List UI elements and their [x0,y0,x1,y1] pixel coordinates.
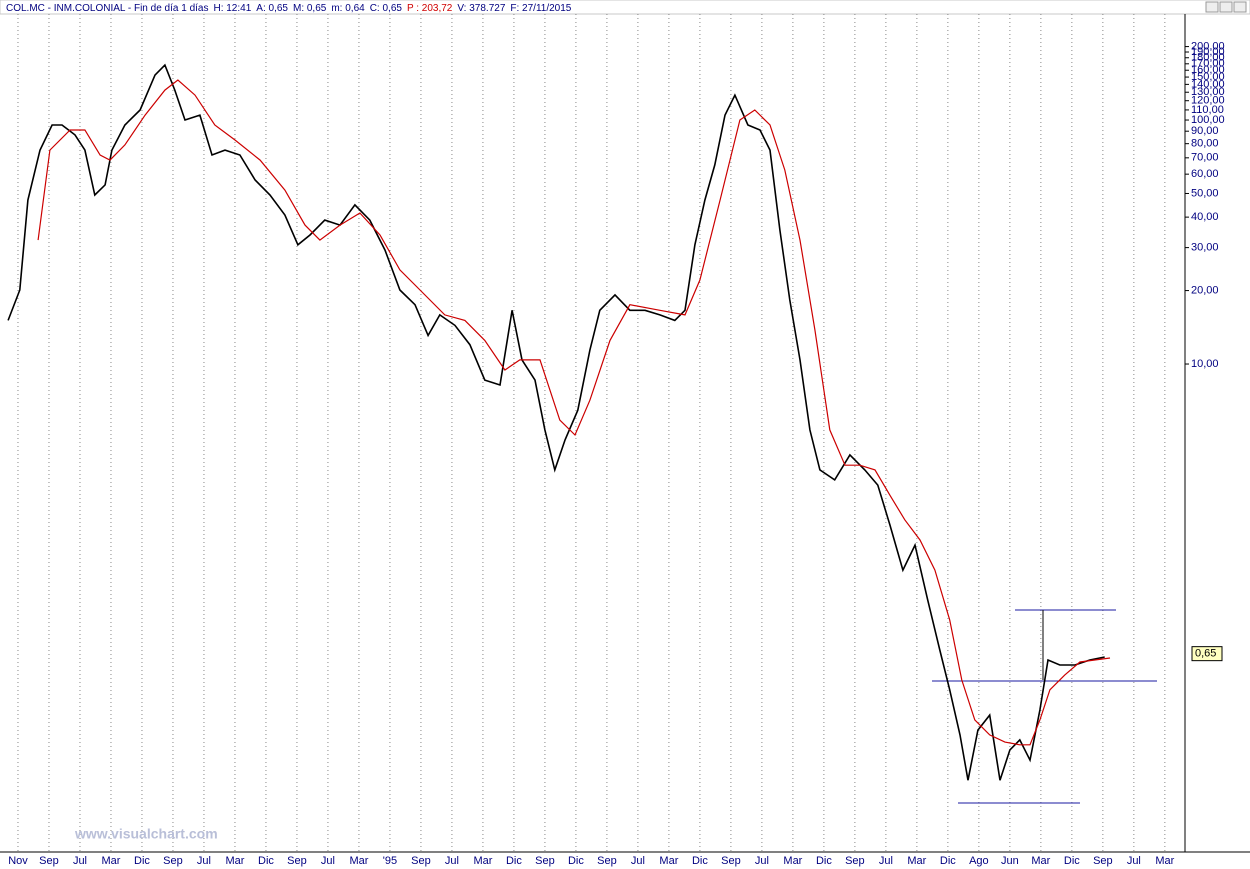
header-field: P : 203,72 [407,3,453,14]
y-tick-label: 200,00 [1191,40,1225,52]
x-tick-label: Jul [321,855,335,867]
x-tick-label: Mar [101,855,120,867]
x-tick-label: Jun [1001,855,1019,867]
x-tick-label: Mar [349,855,368,867]
x-tick-label: Sep [163,855,183,867]
x-tick-label: Dic [692,855,708,867]
y-tick-label: 110,00 [1191,104,1224,116]
y-tick-label: 30,00 [1191,242,1219,254]
x-tick-label: Mar [473,855,492,867]
minimize-button[interactable] [1205,1,1219,13]
y-tick-label: 10,00 [1191,358,1219,370]
y-tick-label: 80,00 [1191,138,1219,150]
x-tick-label: Dic [816,855,832,867]
y-tick-label: 120,00 [1191,95,1225,107]
y-tick-label: 180,00 [1191,52,1225,64]
x-tick-label: '95 [383,855,397,867]
maximize-button[interactable] [1219,1,1233,13]
x-tick-label: Sep [535,855,555,867]
x-tick-label: Dic [506,855,522,867]
x-tick-label: Dic [134,855,150,867]
y-tick-label: 40,00 [1191,211,1219,223]
x-tick-label: Jul [73,855,87,867]
x-tick-label: Sep [39,855,59,867]
x-tick-label: Sep [597,855,617,867]
last-price-box [1191,646,1223,662]
x-tick-label: Jul [631,855,645,867]
watermark: www.visualchart.com [74,826,218,842]
y-tick-label: 60,00 [1191,168,1219,180]
x-tick-label: Dic [940,855,956,867]
window-buttons[interactable] [1205,1,1247,13]
x-tick-label: Nov [8,855,28,867]
y-tick-label: 130,00 [1191,86,1225,98]
y-tick-label: 140,00 [1191,78,1225,90]
header-field: V: 378.727 [457,3,505,14]
y-tick-label: 150,00 [1191,71,1225,83]
x-tick-label: Mar [783,855,802,867]
x-tick-label: Mar [225,855,244,867]
x-tick-label: Jul [197,855,211,867]
header-field: m: 0,64 [331,3,365,14]
price-line [37,79,1111,746]
header: COL.MC - INM.COLONIAL - Fin de día 1 día… [6,3,572,14]
close-button[interactable] [1233,1,1247,13]
x-tick-label: Jul [445,855,459,867]
x-tick-label: Sep [845,855,865,867]
x-tick-label: Jul [1127,855,1141,867]
y-tick-label: 160,00 [1191,64,1225,76]
y-tick-label: 190,00 [1191,46,1225,58]
header-bar [0,0,1250,15]
x-tick-label: Dic [1064,855,1080,867]
y-tick-label: 20,00 [1191,284,1219,296]
x-tick-label: Sep [721,855,741,867]
x-tick-label: Sep [411,855,431,867]
x-tick-label: Dic [258,855,274,867]
y-tick-label: 70,00 [1191,152,1219,164]
header-field: H: 12:41 [213,3,251,14]
header-field: C: 0,65 [370,3,403,14]
x-tick-label: Jul [755,855,769,867]
y-tick-label: 90,00 [1191,125,1219,137]
y-tick-label: 170,00 [1191,58,1225,70]
last-price-label: 0,65 [1195,648,1216,660]
x-tick-label: Mar [1031,855,1050,867]
y-tick-label: 100,00 [1191,114,1225,126]
y-tick-label: 50,00 [1191,187,1219,199]
header-field: A: 0,65 [256,3,288,14]
header-field: F: 27/11/2015 [510,3,571,14]
x-tick-label: Mar [907,855,926,867]
header-field: COL.MC - INM.COLONIAL - Fin de día 1 día… [6,3,208,14]
price-line [7,63,1105,781]
x-tick-label: Mar [659,855,678,867]
x-tick-label: Mar [1155,855,1174,867]
x-tick-label: Sep [1093,855,1113,867]
x-tick-label: Dic [568,855,584,867]
x-tick-label: Ago [969,855,989,867]
header-field: M: 0,65 [293,3,327,14]
x-tick-label: Jul [879,855,893,867]
x-tick-label: Sep [287,855,307,867]
